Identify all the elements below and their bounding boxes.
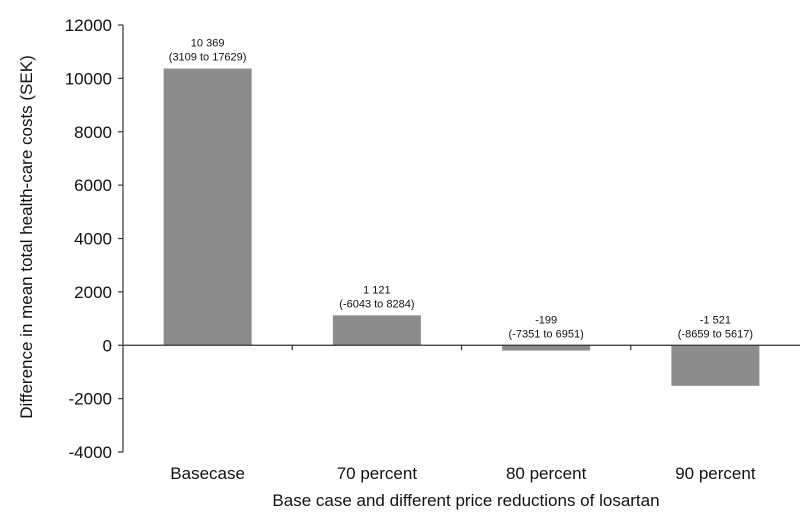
bar-value-label: -1 521: [700, 314, 731, 326]
bar: [163, 68, 252, 346]
x-category-label: Basecase: [170, 464, 245, 483]
y-tick-label: -2000: [69, 390, 112, 409]
y-tick-label: 2000: [74, 283, 112, 302]
bar: [332, 315, 421, 346]
y-tick-label: 10000: [65, 69, 112, 88]
bar-interval-label: (-8659 to 5617): [678, 328, 753, 340]
y-tick-label: -4000: [69, 443, 112, 462]
bar-interval-label: (-7351 to 6951): [509, 328, 584, 340]
plot-area: -4000 -2000 0 2000 4000 6000 8000 10000 12000 10 …: [65, 16, 800, 483]
x-category-label: 90 percent: [675, 464, 756, 483]
y-tick-label: 0: [103, 336, 112, 355]
y-tick-label: 8000: [74, 123, 112, 142]
y-tick-label: 12000: [65, 16, 112, 35]
x-category-label: 80 percent: [506, 464, 587, 483]
x-axis-title: Base case and different price reductions…: [272, 491, 659, 510]
y-axis-title: Difference in mean total health-care cos…: [17, 55, 36, 418]
bar-value-label: 1 121: [363, 284, 391, 296]
y-tick-label: 6000: [74, 176, 112, 195]
y-tick-label: 4000: [74, 230, 112, 249]
bar-interval-label: (-6043 to 8284): [339, 298, 414, 310]
bar-value-label: 10 369: [191, 38, 225, 50]
bar: [671, 345, 760, 386]
bar-value-label: -199: [535, 314, 557, 326]
bar: [502, 345, 591, 351]
bar-interval-label: (3109 to 17629): [169, 52, 247, 64]
x-category-label: 70 percent: [337, 464, 418, 483]
